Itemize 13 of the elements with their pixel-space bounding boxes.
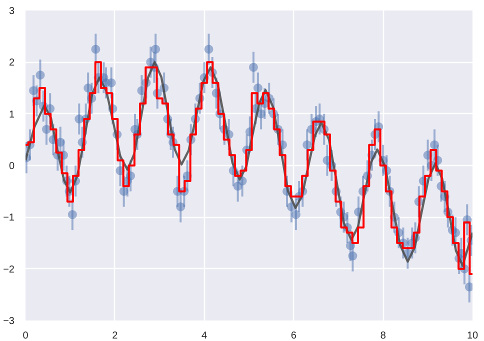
y-tick-label: −1 xyxy=(3,212,15,224)
y-tick-label: 1 xyxy=(8,109,15,120)
x-tick-label: 8 xyxy=(380,330,386,341)
y-tick-label: 3 xyxy=(8,6,15,17)
x-tick-label: 0 xyxy=(22,330,29,341)
x-tick-label: 4 xyxy=(202,330,208,341)
y-tick-label: −2 xyxy=(3,264,15,276)
y-tick-label: 2 xyxy=(8,58,15,69)
x-tick-label: 10 xyxy=(466,330,478,341)
y-tick-label: 0 xyxy=(8,161,15,172)
x-tick-label: 6 xyxy=(290,330,297,341)
y-tick-label: −3 xyxy=(3,316,15,327)
x-tick-label: 2 xyxy=(112,330,118,341)
